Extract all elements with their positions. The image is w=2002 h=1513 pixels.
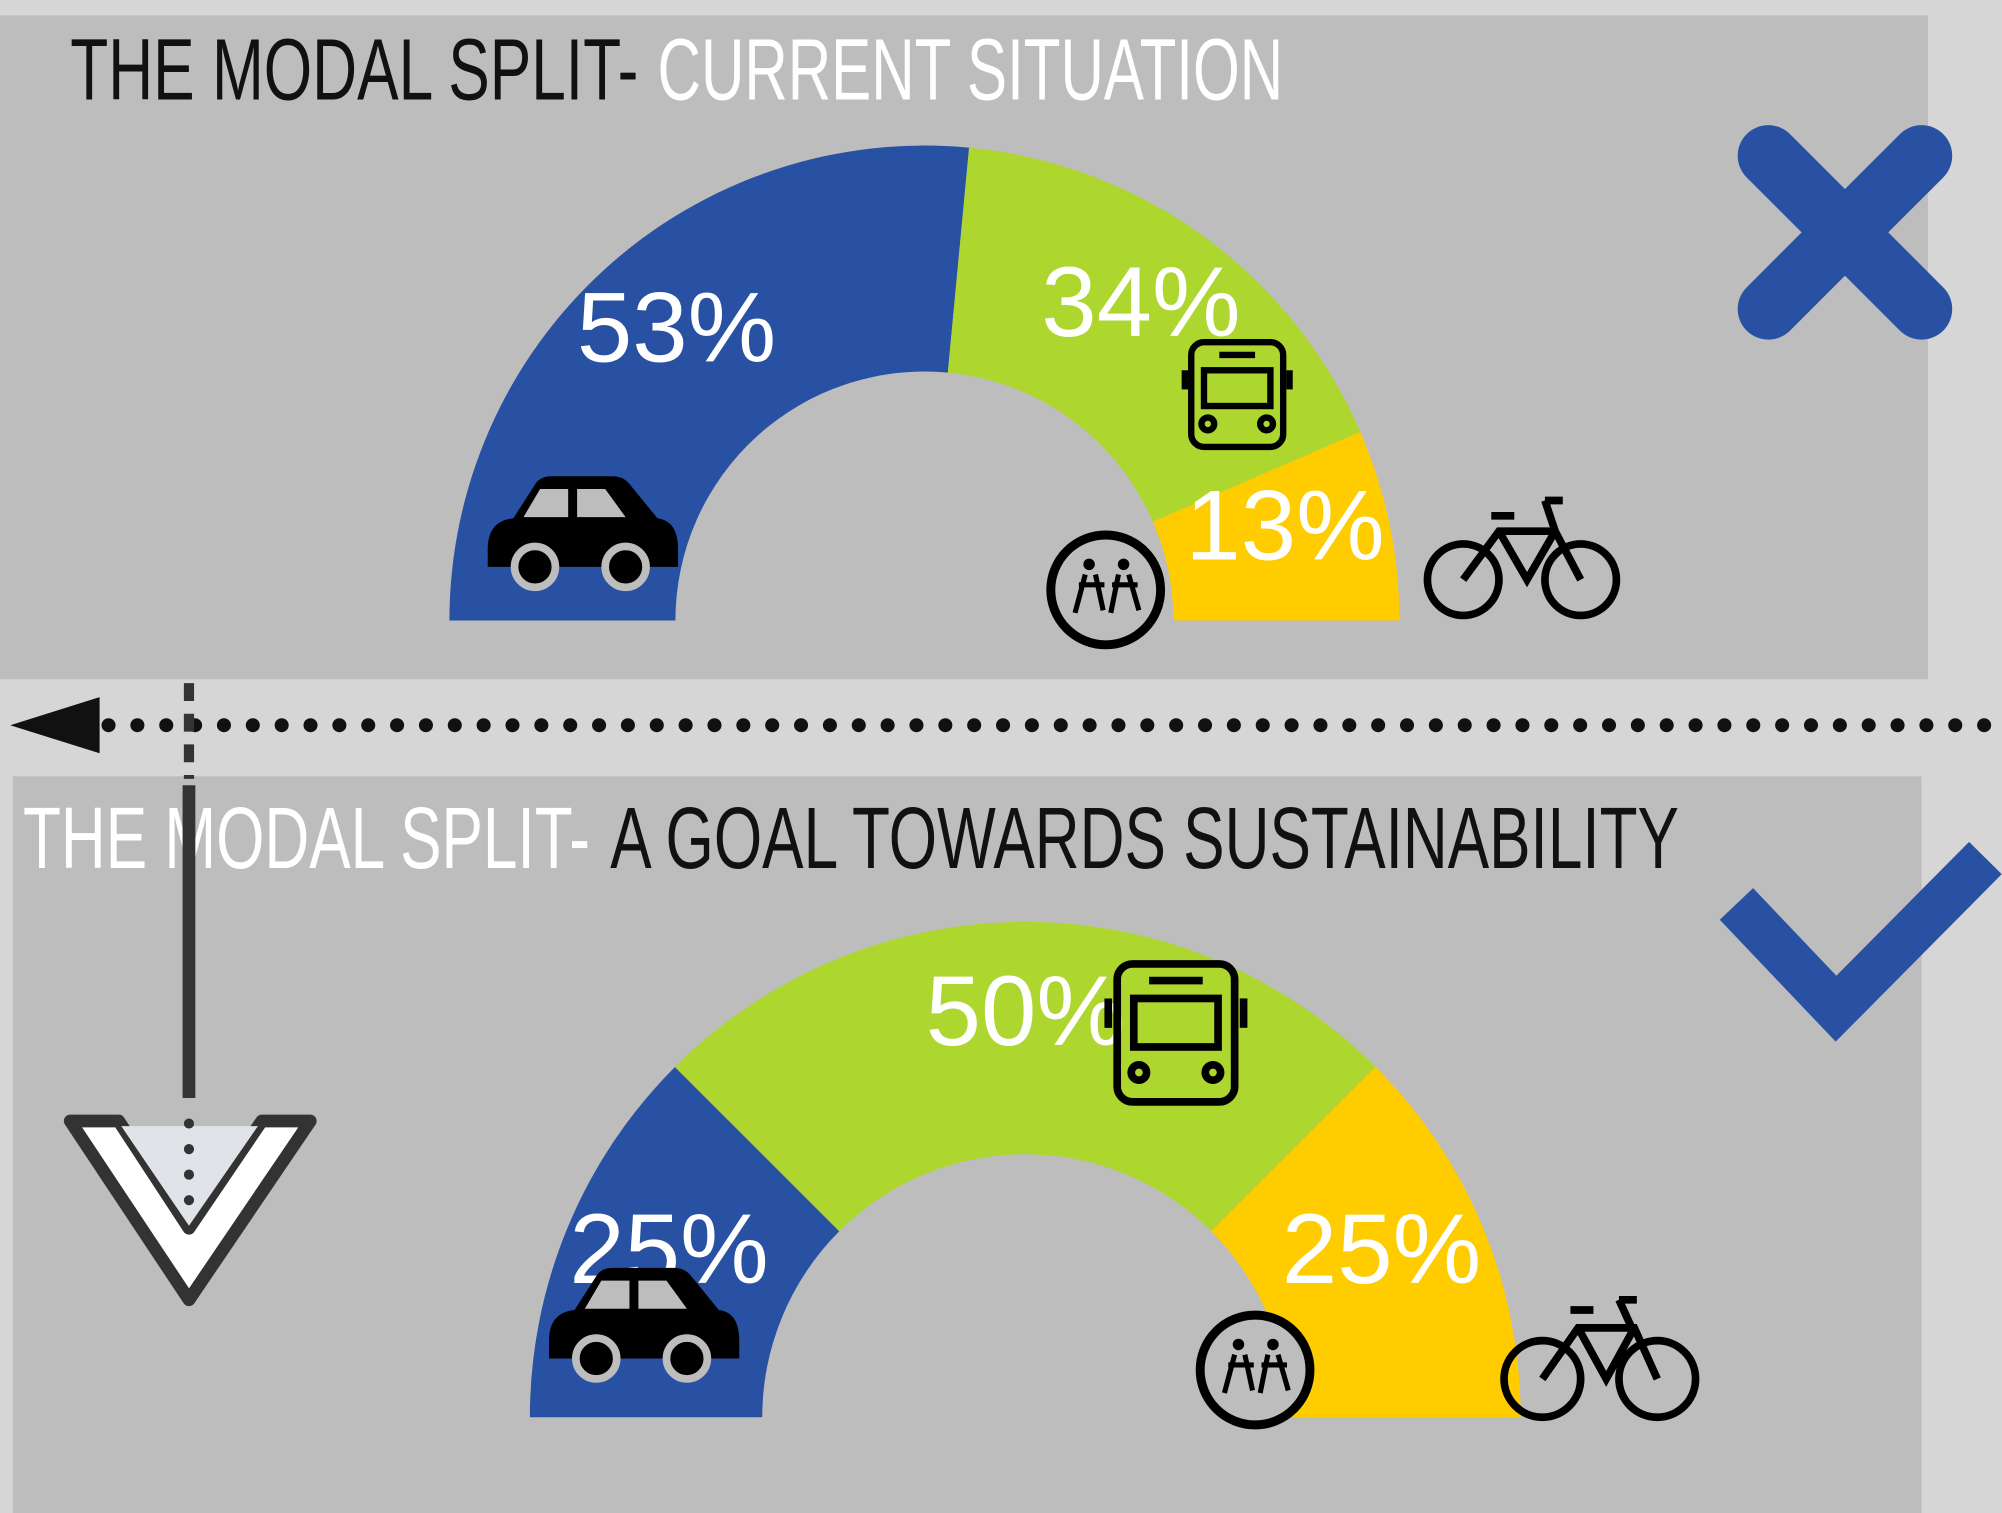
title-part: THE MODAL SPLIT- (70, 22, 638, 119)
car-icon (487, 476, 678, 592)
title-part: THE MODAL SPLIT- (23, 790, 590, 887)
title-part: A GOAL TOWARDS SUSTAINABILITY (610, 790, 1679, 887)
value-label: 13% (1185, 470, 1384, 581)
down-chevron (63, 1114, 317, 1307)
value-label: 25% (1282, 1194, 1481, 1305)
arrow-head (10, 697, 100, 754)
walk-icon (1046, 530, 1166, 650)
segment (1152, 431, 1400, 621)
bus-icon (1104, 960, 1248, 1106)
value-label: 50% (926, 956, 1125, 1067)
bike-icon (1500, 1295, 1700, 1422)
check-icon (1719, 841, 2002, 1042)
cross-icon (1737, 125, 1953, 340)
bike-icon (1423, 496, 1621, 620)
title-part: CURRENT SITUATION (658, 22, 1284, 119)
segment (947, 147, 1361, 522)
walk-icon (1195, 1310, 1315, 1430)
bus-icon (1181, 338, 1293, 451)
value-label: 53% (577, 273, 776, 384)
car-icon (549, 1267, 740, 1383)
